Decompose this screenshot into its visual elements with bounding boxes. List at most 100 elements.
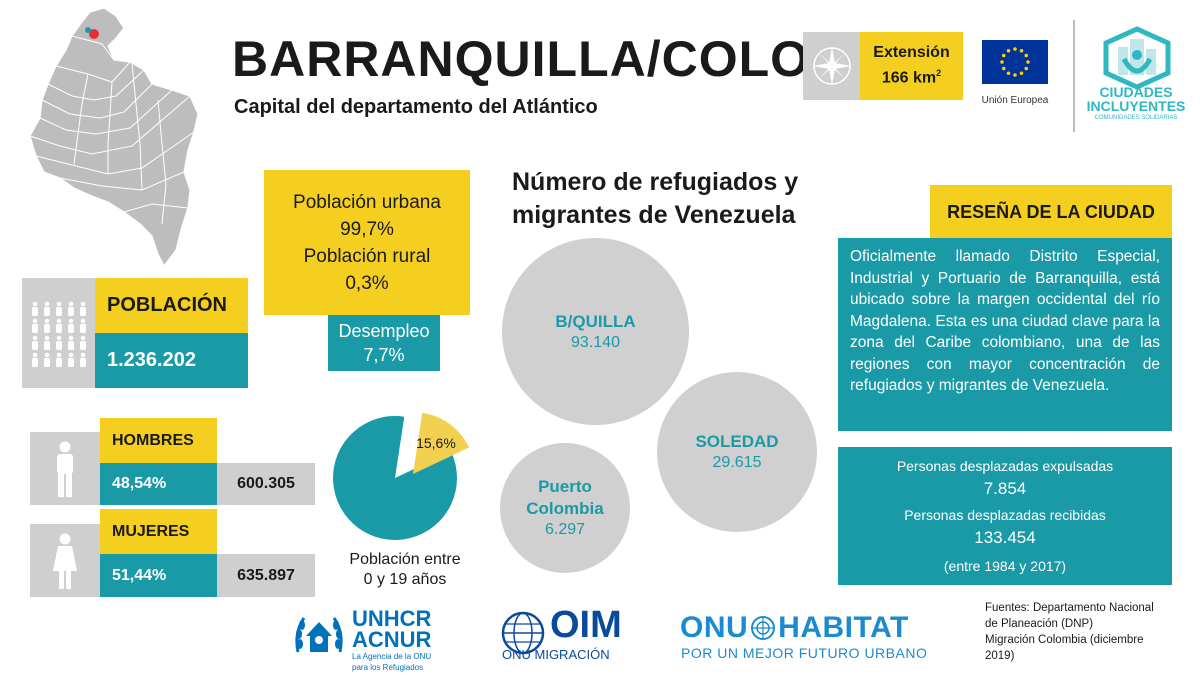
onu-habitat-logo: ONU HABITAT (680, 611, 909, 644)
extension-icon-box (803, 32, 860, 100)
person-body (55, 324, 62, 333)
poblacion-icon-box (22, 278, 95, 388)
hombres-count: 600.305 (217, 463, 315, 505)
female-icon (53, 533, 77, 589)
oim-globe-icon (501, 611, 545, 655)
person-body (31, 307, 38, 316)
mujeres-percent: 51,44% (100, 554, 217, 597)
eu-star (1013, 47, 1017, 51)
ciudades-incluyentes-logo (1103, 26, 1171, 90)
ciudades-incluyentes-name: CIUDADES INCLUYENTES (1086, 84, 1186, 114)
jovenes-pie-chart: 15,6% (333, 412, 470, 540)
person-head (56, 301, 61, 307)
eu-flag-icon (982, 40, 1048, 84)
bubble-name: Puerto (538, 477, 592, 496)
urbana-label: Población urbana (293, 191, 441, 213)
person-head (56, 352, 61, 358)
eu-star (1019, 48, 1024, 53)
eu-star (1001, 53, 1006, 58)
resena-title: RESEÑA DE LA CIUDAD (930, 185, 1172, 240)
eu-star (1013, 73, 1017, 77)
eu-star (1026, 60, 1030, 64)
person-body (79, 358, 86, 367)
person-head (44, 335, 49, 341)
marker-dot (85, 27, 91, 33)
oim-subtitle: ONU MIGRACIÓN (502, 647, 610, 662)
department-borders (29, 35, 195, 225)
bubble-value: 93.140 (571, 333, 620, 351)
person-head (56, 318, 61, 324)
colombia-map (29, 7, 199, 268)
recibidas-value: 133.454 (974, 528, 1036, 547)
person-body (43, 324, 50, 333)
unhcr-logo-icon (295, 617, 343, 653)
page-subtitle: Capital del departamento del Atlántico (234, 96, 598, 118)
person-head (56, 335, 61, 341)
eu-label: Unión Europea (981, 95, 1049, 106)
person-body (67, 341, 74, 350)
person-body (43, 341, 50, 350)
person-head (32, 318, 37, 324)
ciudades-incluyentes-tagline: COMUNIDADES SOLIDARIAS (1094, 115, 1178, 121)
eu-star (1001, 66, 1006, 71)
barranquilla-marker (89, 29, 99, 39)
eu-star (1024, 53, 1029, 58)
oim-logo-text: OIM (550, 604, 622, 646)
person-body (43, 307, 50, 316)
people-group-icon (31, 301, 86, 367)
header-divider (1073, 20, 1075, 132)
pie-slice-rest (333, 416, 457, 540)
person-head (68, 335, 73, 341)
extension-box: Extensión 166 km2 (860, 32, 963, 100)
urbana-rural-box: Población urbana 99,7% Población rural 0… (264, 170, 470, 315)
un-emblem-icon (751, 616, 776, 640)
male-icon (57, 441, 73, 497)
bubble-puerto-colombia: Puerto Colombia 6.297 (500, 443, 630, 573)
extension-value: 166 km2 (881, 68, 942, 87)
bubble-value: 6.297 (544, 521, 586, 538)
unhcr-logo-text: UNHCR ACNUR La Agencia de la ONU para lo… (352, 606, 432, 673)
expulsadas-label: Personas desplazadas expulsadas (896, 458, 1114, 474)
desempleo-label: Desempleo (338, 321, 430, 341)
bubble-barranquilla: B/QUILLA 93.140 (502, 238, 689, 425)
colombia-shape (29, 7, 199, 268)
desempleo-value: 7,7% (363, 345, 405, 365)
person-body (31, 324, 38, 333)
person-head (80, 335, 85, 341)
desplazadas-box: Personas desplazadas expulsadas 7.854 Pe… (838, 447, 1172, 585)
mujeres-icon-box (30, 524, 100, 597)
rural-value: 0,3% (345, 272, 389, 294)
person-head (32, 335, 37, 341)
person-body (79, 341, 86, 350)
eu-star (1000, 60, 1004, 64)
person-head (80, 301, 85, 307)
person-head (80, 352, 85, 358)
bubble-value: 29.615 (712, 454, 762, 471)
person-body (79, 324, 86, 333)
person-head (32, 352, 37, 358)
poblacion-value: 1.236.202 (95, 333, 248, 388)
eu-star (1006, 48, 1011, 53)
recibidas-label: Personas desplazadas recibidas (904, 507, 1106, 523)
extension-label: Extensión (873, 44, 950, 62)
person-body (79, 307, 86, 316)
bubble-name: B/QUILLA (555, 311, 636, 331)
person-body (43, 358, 50, 367)
resena-body: Oficialmente llamado Distrito Especial, … (838, 238, 1172, 431)
eu-star (1019, 71, 1024, 76)
compass-icon (812, 47, 851, 85)
rural-label: Población rural (303, 245, 431, 267)
urbana-value: 99,7% (340, 218, 394, 240)
hombres-icon-box (30, 432, 100, 505)
bubble-soledad: SOLEDAD 29.615 (657, 372, 817, 532)
person-body (67, 358, 74, 367)
person-head (44, 318, 49, 324)
person-body (55, 307, 62, 316)
bubble-name: Colombia (526, 499, 604, 518)
pie-caption: Población entre 0 y 19 años (349, 551, 461, 588)
bubble-name: SOLEDAD (695, 432, 779, 451)
mujeres-count: 635.897 (217, 554, 315, 597)
person-body (55, 341, 62, 350)
person-head (80, 318, 85, 324)
pie-percent-label: 15,6% (416, 435, 456, 451)
